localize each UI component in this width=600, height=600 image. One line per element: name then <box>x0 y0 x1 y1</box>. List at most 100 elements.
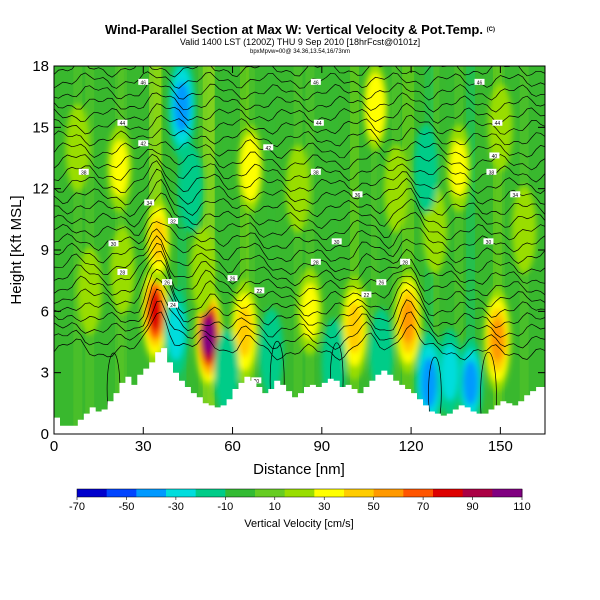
plot-area: 46 46 46 44 44 44 42 42 40 38 38 38 36 34 34 32 30 30 30 28… <box>54 66 545 434</box>
downdraft-core-band <box>441 344 459 401</box>
isotherm-label: 32 <box>168 217 179 225</box>
isotherm-label: 20 <box>251 377 262 385</box>
updraft-core <box>363 66 388 151</box>
isotherm-label: 36 <box>352 191 363 199</box>
isotherm-line <box>54 228 545 264</box>
isotherm-label-bg <box>313 119 324 126</box>
isotherm-label-bg <box>117 119 128 126</box>
isotherm-label-text: 44 <box>120 121 126 127</box>
colorbar-swatch <box>106 489 137 497</box>
isotherm-label-text: 32 <box>170 219 176 225</box>
velocity-streak <box>350 66 360 434</box>
updraft-core <box>107 124 132 213</box>
x-tick-label: 120 <box>399 438 424 455</box>
isotherm-label-text: 26 <box>164 281 170 287</box>
isotherm-line <box>54 102 545 124</box>
terrain-mask <box>54 348 545 434</box>
downdraft-core-band <box>217 344 236 401</box>
isotherm-line <box>54 242 545 287</box>
isotherm-line <box>54 148 545 171</box>
velocity-streak <box>266 66 276 434</box>
isotherm-label-text: 46 <box>477 80 483 86</box>
isotherm-label: 46 <box>310 78 321 86</box>
isotherm-label-text: 30 <box>486 240 492 246</box>
colorbar-tick-label: -10 <box>217 501 233 513</box>
isotherm-label-bg <box>144 199 155 206</box>
isotherm-label: 42 <box>263 144 274 152</box>
isotherm-label-text: 20 <box>254 379 260 385</box>
isotherm-label-bg <box>400 258 411 265</box>
x-tick-label: 60 <box>224 438 241 455</box>
x-axis-label: Distance [nm] <box>253 461 345 478</box>
velocity-streak <box>454 66 464 434</box>
isotherm-label: 30 <box>483 238 494 246</box>
velocity-streak <box>305 66 315 434</box>
isotherm-label-bg <box>331 238 342 245</box>
downdraft-core-band <box>463 360 479 406</box>
updraft-core-band <box>202 318 215 354</box>
isotherm-label-text: 28 <box>402 260 408 266</box>
isotherm-label-text: 46 <box>140 80 146 86</box>
isotherm-label-text: 40 <box>492 154 498 160</box>
isotherm-line <box>54 235 545 275</box>
isotherm-label: 30 <box>108 240 119 248</box>
isotherm-line <box>54 139 545 159</box>
isotherm-label: 24 <box>168 301 179 309</box>
isotherm-label: 44 <box>117 119 128 127</box>
colorbar-swatch <box>373 489 404 497</box>
isotherm-line <box>54 153 545 183</box>
isotherm-label: 26 <box>227 275 238 283</box>
y-tick-label: 18 <box>32 58 49 75</box>
updraft-core-band <box>301 283 319 340</box>
isotherm-label-text: 30 <box>111 242 117 248</box>
title-copyright-mark: (C) <box>487 27 495 33</box>
isotherm-label-bg <box>162 279 173 286</box>
colorbar-swatch <box>225 489 256 497</box>
colorbar-frame <box>76 488 523 498</box>
isotherm-line <box>54 288 545 339</box>
isotherm-line <box>54 311 545 361</box>
isotherm-label-bg <box>251 377 262 384</box>
isotherm-line <box>54 300 545 350</box>
isotherm-label: 30 <box>331 238 342 246</box>
isotherm-label-bg <box>78 168 89 175</box>
isotherm-label: 40 <box>489 152 500 160</box>
downdraft-core-band <box>174 81 190 133</box>
updraft-core-band <box>367 84 383 130</box>
colorbar-tick-label: 30 <box>318 501 330 513</box>
isotherm-label-bg <box>138 78 149 85</box>
downdraft-core-band <box>259 308 284 397</box>
isotherm-label: 38 <box>486 168 497 176</box>
updraft-core-band <box>426 201 444 258</box>
isotherm-label: 26 <box>162 279 173 287</box>
y-tick-label: 15 <box>32 119 49 136</box>
velocity-streak <box>293 66 303 434</box>
y-tick-label: 12 <box>32 181 49 198</box>
isotherm-label: 28 <box>400 258 411 266</box>
downdraft-core <box>178 144 204 233</box>
colorbar-tick-label: -30 <box>168 501 184 513</box>
colorbar-swatch <box>433 489 464 497</box>
colorbar-tick-label: 10 <box>269 501 281 513</box>
isotherm-label: 28 <box>117 268 128 276</box>
isotherm-label-text: 44 <box>495 121 501 127</box>
velocity-streak <box>171 66 181 434</box>
velocity-streak <box>177 66 187 434</box>
colorbar-swatch <box>136 489 167 497</box>
colorbar-tick-label: 50 <box>368 501 380 513</box>
colorbar-swatch <box>403 489 434 497</box>
isotherm-label: 42 <box>138 140 149 148</box>
updraft-core-band <box>194 242 212 299</box>
updraft-core-band <box>450 140 468 197</box>
isotherm-label: 34 <box>510 191 521 199</box>
isotherm-label: 26 <box>376 279 387 287</box>
y-tick-label: 3 <box>41 365 49 382</box>
downdraft-core <box>413 124 439 213</box>
isotherm-line <box>54 71 545 89</box>
isotherm-label-text: 38 <box>81 170 87 176</box>
velocity-streak <box>466 66 476 434</box>
velocity-streak <box>370 66 380 434</box>
isotherm-line <box>54 221 545 253</box>
isotherm-label-text: 44 <box>316 121 322 127</box>
updraft-core <box>238 124 263 213</box>
